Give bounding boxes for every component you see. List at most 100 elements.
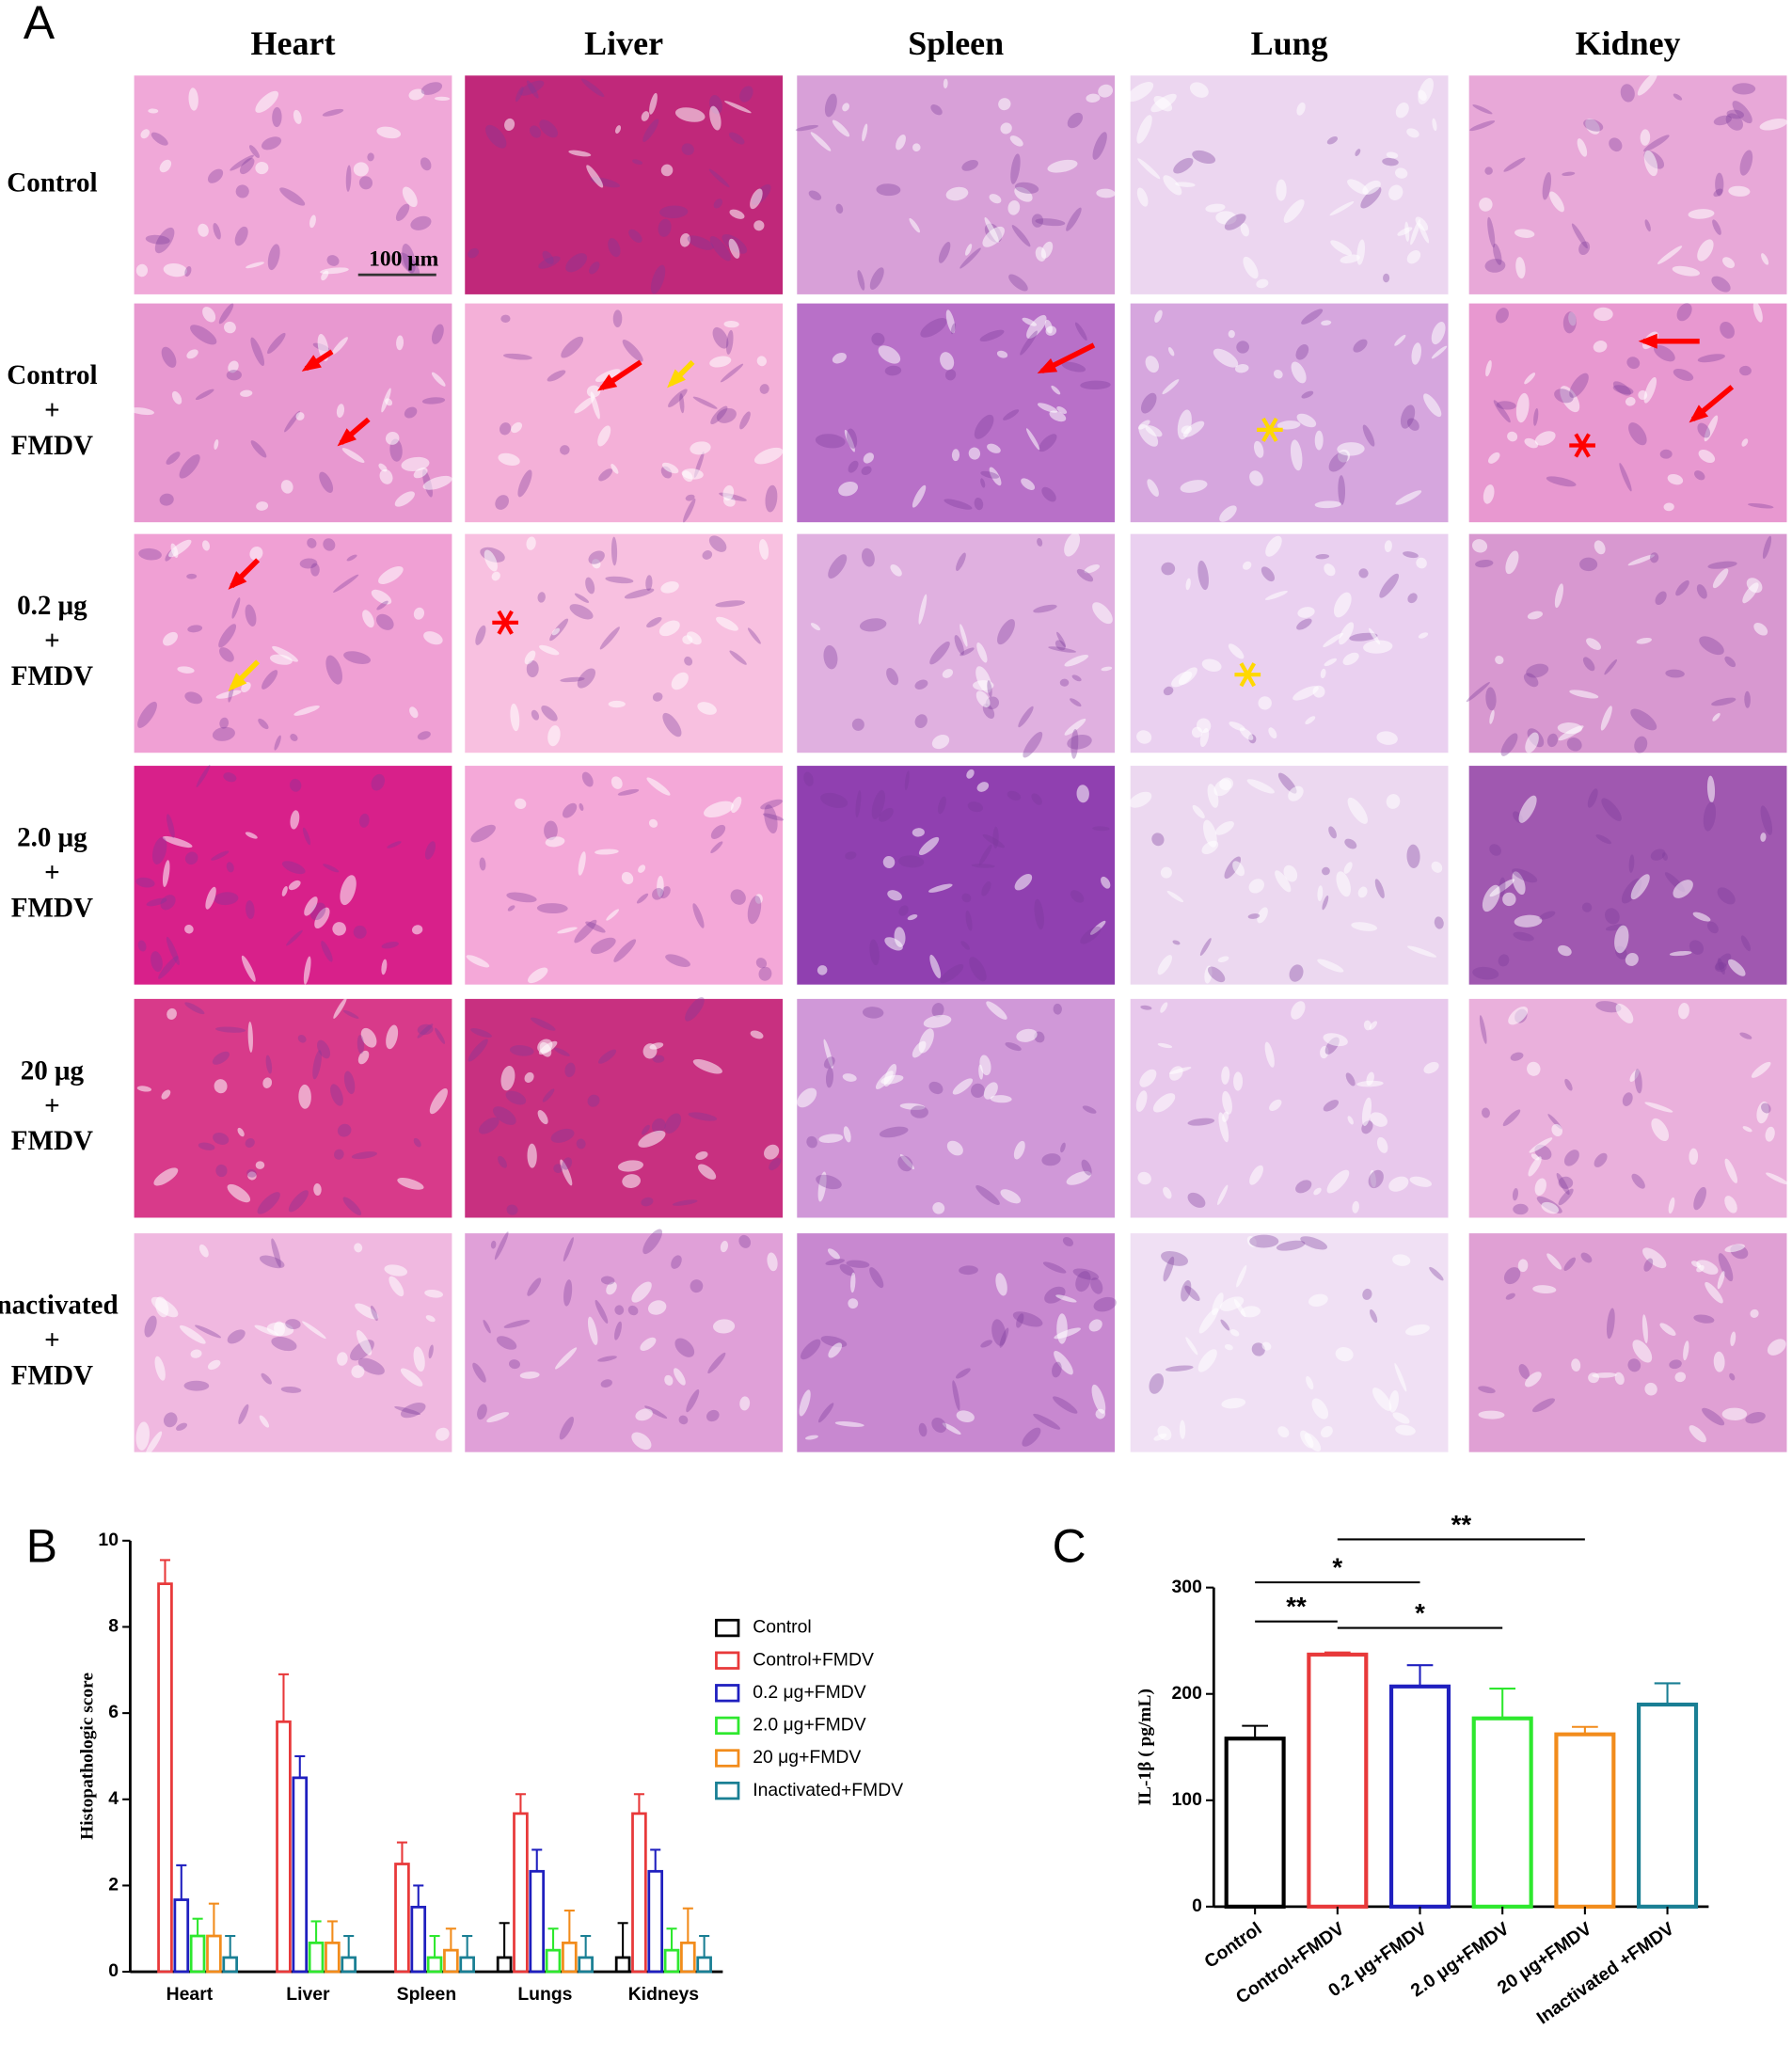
- micrograph: [797, 998, 1116, 1218]
- legend-label: Inactivated+FMDV: [753, 1780, 903, 1800]
- tissue-texture: [1246, 779, 1275, 794]
- tissue-texture: [1039, 434, 1057, 452]
- tissue-texture: [353, 162, 369, 177]
- tissue-texture: [975, 1185, 1000, 1205]
- tissue-texture: [631, 1432, 652, 1451]
- tissue-texture: [987, 680, 992, 698]
- tissue-texture: [971, 864, 995, 868]
- tissue-texture: [750, 1030, 764, 1039]
- tissue-texture: [341, 448, 365, 463]
- tissue-texture: [1247, 913, 1261, 919]
- tissue-texture: [179, 454, 200, 479]
- tissue-texture: [1136, 730, 1152, 744]
- tissue-texture: [764, 1144, 780, 1160]
- tissue-texture: [1306, 1375, 1314, 1390]
- tissue-texture: [1000, 1189, 1022, 1204]
- tissue-texture: [1715, 953, 1732, 971]
- tissue-texture: [560, 1159, 573, 1186]
- tissue-texture: [599, 626, 620, 650]
- tissue-texture: [240, 389, 253, 397]
- tissue-texture: [1704, 415, 1719, 442]
- tissue-texture: [1395, 103, 1409, 119]
- tissue-texture: [395, 203, 410, 221]
- tissue-texture: [1314, 500, 1341, 509]
- tissue-texture: [692, 396, 718, 409]
- tissue-texture: [1510, 1052, 1524, 1061]
- tissue-texture: [1418, 77, 1434, 105]
- tissue-texture: [1189, 82, 1209, 98]
- tissue-texture: [239, 157, 255, 175]
- tissue-texture: [1163, 1256, 1175, 1282]
- row-label: Control: [7, 167, 97, 198]
- tissue-texture: [417, 1023, 434, 1039]
- tissue: [1468, 998, 1787, 1218]
- tissue-texture: [750, 188, 763, 210]
- tissue-texture: [378, 565, 404, 584]
- tissue-texture: [135, 263, 149, 278]
- tissue-texture: [158, 956, 179, 979]
- tissue-texture: [1292, 686, 1319, 701]
- tissue-texture: [871, 332, 885, 346]
- tissue-texture: [1712, 568, 1729, 589]
- tissue-texture: [1147, 479, 1159, 497]
- tissue-texture: [967, 801, 984, 813]
- tissue-texture: [1732, 101, 1752, 124]
- tissue-texture: [343, 1071, 356, 1095]
- tissue-texture: [929, 954, 942, 979]
- tissue-texture: [496, 1336, 517, 1350]
- tissue-texture: [608, 238, 621, 258]
- tissue-texture: [621, 871, 634, 884]
- legend-swatch: [715, 1781, 740, 1800]
- tissue-texture: [1301, 309, 1324, 325]
- tissue-texture: [1698, 449, 1716, 464]
- tissue-texture: [1479, 198, 1493, 212]
- tissue-texture: [1181, 1279, 1192, 1302]
- tissue-texture: [848, 1298, 859, 1309]
- tissue-texture: [1376, 1136, 1388, 1153]
- tissue-texture: [1033, 1413, 1061, 1430]
- tissue-texture: [1728, 185, 1751, 197]
- tissue-texture: [1514, 914, 1543, 928]
- tissue-texture: [1724, 656, 1736, 668]
- tissue-texture: [1091, 1384, 1106, 1414]
- tissue-texture: [942, 1422, 961, 1435]
- tissue-texture: [681, 468, 704, 480]
- tissue-texture: [1192, 804, 1205, 818]
- tissue-texture: [1558, 1188, 1574, 1206]
- tissue-texture: [526, 659, 539, 678]
- tissue-texture: [1724, 1244, 1745, 1253]
- tissue-texture: [130, 407, 154, 416]
- tissue-texture: [1342, 652, 1359, 666]
- tissue-texture: [1317, 885, 1324, 901]
- arrow-head: [667, 369, 686, 389]
- tissue-texture: [1135, 1090, 1148, 1112]
- tissue-texture: [272, 106, 282, 128]
- tissue-texture: [1644, 1382, 1657, 1396]
- tissue-texture: [657, 875, 664, 897]
- tissue-texture: [435, 96, 451, 101]
- tissue-texture: [1488, 452, 1500, 464]
- tissue-texture: [1612, 381, 1631, 396]
- tissue-texture: [1337, 442, 1365, 456]
- tissue-texture: [739, 411, 751, 430]
- tissue-texture: [1725, 113, 1743, 131]
- tissue-texture: [1095, 1408, 1106, 1420]
- tissue-texture: [262, 670, 278, 690]
- tissue-texture: [851, 718, 864, 731]
- tissue-texture: [1515, 257, 1526, 279]
- tissue-texture: [396, 335, 404, 351]
- tissue-texture: [652, 1055, 665, 1063]
- tissue-texture: [952, 1078, 974, 1095]
- tissue-texture: [155, 1296, 169, 1318]
- tissue-texture: [1067, 112, 1084, 129]
- tissue-texture: [188, 87, 198, 111]
- tissue-texture: [998, 98, 1011, 111]
- tissue-texture: [506, 1204, 518, 1215]
- tissue-texture: [879, 807, 894, 822]
- tissue-texture: [537, 592, 546, 603]
- tissue-texture: [1528, 1156, 1542, 1177]
- tissue-texture: [167, 1007, 177, 1020]
- tissue-texture: [954, 635, 964, 656]
- tissue-texture: [1072, 1268, 1100, 1280]
- tissue-texture: [226, 862, 234, 873]
